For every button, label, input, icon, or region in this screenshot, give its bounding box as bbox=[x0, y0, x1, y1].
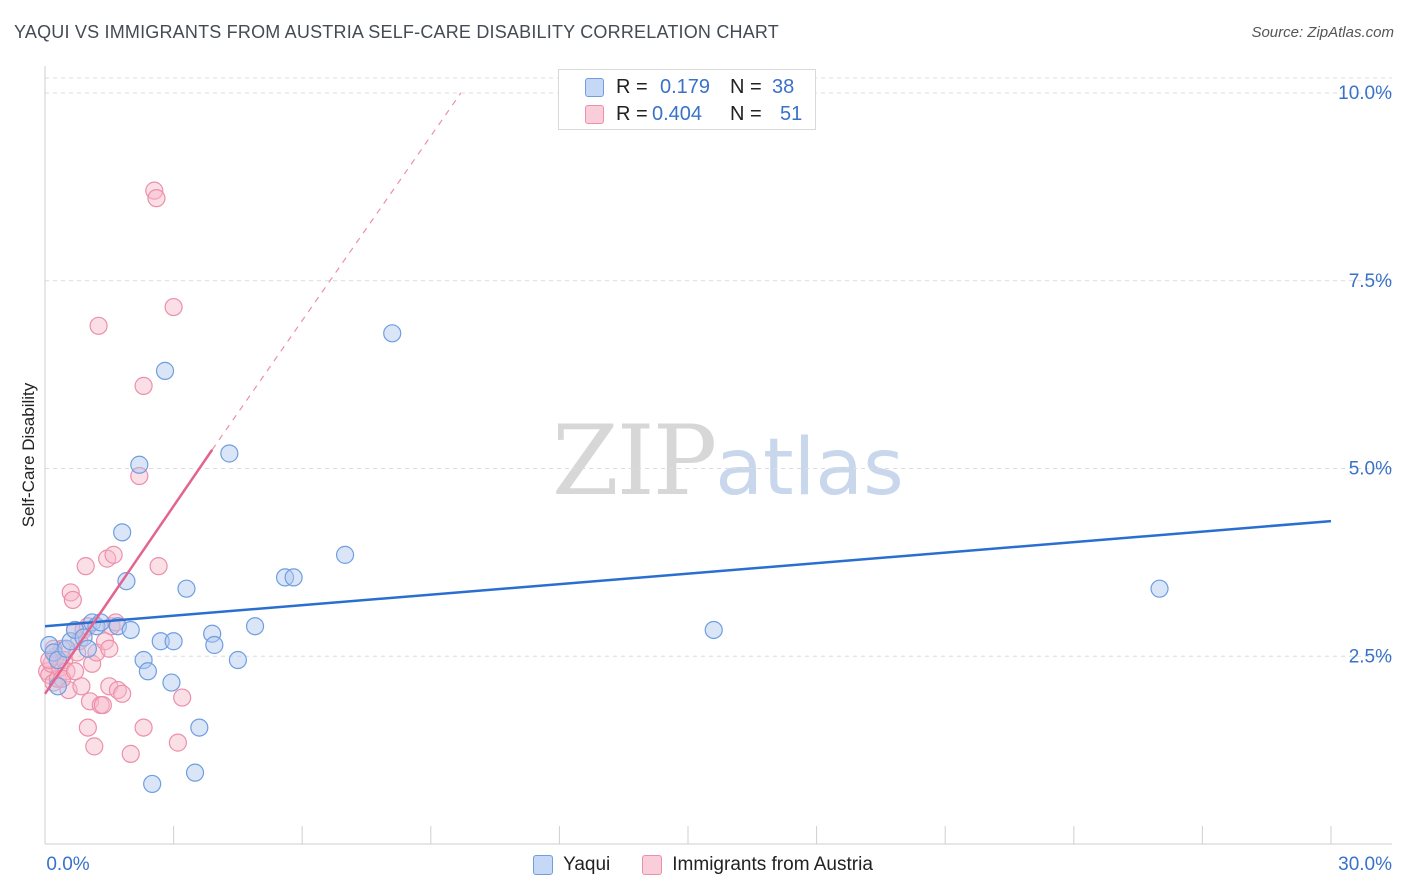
austria-point bbox=[85, 737, 104, 756]
austria-point bbox=[78, 718, 97, 737]
series-label-yaqui: Yaqui bbox=[563, 854, 611, 875]
yaqui-point bbox=[203, 624, 222, 643]
yaqui-point bbox=[284, 568, 303, 587]
yaqui-point bbox=[78, 639, 97, 658]
yaqui-point bbox=[134, 650, 153, 670]
austria-trendline-extension bbox=[211, 92, 462, 451]
yaqui-point bbox=[162, 673, 181, 692]
austria-point bbox=[134, 718, 153, 737]
austria-point bbox=[89, 316, 108, 335]
yaqui-point bbox=[138, 662, 157, 681]
austria-point bbox=[72, 677, 91, 696]
yaqui-point bbox=[245, 617, 265, 636]
legend-n-label: N = bbox=[730, 102, 762, 125]
yaqui-point bbox=[383, 324, 402, 343]
yaqui-point bbox=[151, 632, 170, 651]
austria-point bbox=[149, 557, 168, 576]
austria-point bbox=[145, 181, 164, 200]
watermark-zip: ZIP bbox=[552, 405, 717, 517]
austria-point bbox=[68, 643, 87, 662]
austria-point bbox=[113, 684, 132, 703]
yaqui-point bbox=[220, 444, 239, 463]
austria-point bbox=[164, 297, 183, 317]
correlation-legend: R = 0.179 N = 38 R = 0.404 N = 51 bbox=[558, 69, 816, 130]
series-legend-austria[interactable]: Immigrants from Austria bbox=[642, 854, 873, 876]
yaqui-point bbox=[121, 620, 140, 640]
legend-r-value: 0.179 bbox=[660, 75, 711, 98]
austria-point bbox=[147, 189, 166, 208]
source-label: Source: ZipAtlas.com bbox=[1251, 24, 1394, 41]
yaqui-point bbox=[130, 455, 149, 474]
legend-swatch-austria bbox=[585, 104, 604, 124]
austria-trendline bbox=[43, 449, 214, 695]
yaqui-point bbox=[228, 650, 247, 670]
y-tick-label: 5.0% bbox=[1349, 459, 1392, 480]
austria-point bbox=[65, 662, 85, 681]
legend-row-austria: R = 0.404 N = 51 bbox=[585, 101, 802, 127]
legend-r-label: R = bbox=[616, 75, 648, 98]
yaqui-trendline bbox=[44, 519, 1332, 628]
y-axis-label: Self-Care Disability bbox=[19, 382, 38, 528]
y-tick-label: 2.5% bbox=[1349, 646, 1392, 667]
austria-point bbox=[61, 583, 80, 602]
austria-point bbox=[76, 557, 95, 576]
yaqui-point bbox=[113, 523, 132, 542]
austria-point bbox=[173, 688, 192, 707]
yaqui-point bbox=[704, 620, 723, 640]
watermark: ZIPatlas bbox=[552, 405, 904, 517]
yaqui-point bbox=[205, 635, 224, 655]
austria-point bbox=[134, 376, 153, 396]
yaqui-point bbox=[177, 579, 196, 598]
austria-point bbox=[83, 654, 102, 673]
austria-point bbox=[63, 590, 82, 610]
y-tick-label: 10.0% bbox=[1338, 83, 1392, 104]
series-legend-yaqui[interactable]: Yaqui bbox=[533, 854, 610, 876]
series-legend: Yaqui Immigrants from Austria bbox=[0, 852, 1406, 878]
legend-n-label: N = bbox=[730, 75, 762, 98]
series-swatch-yaqui bbox=[533, 855, 554, 875]
yaqui-point bbox=[185, 763, 205, 782]
austria-point bbox=[104, 545, 123, 564]
austria-point bbox=[168, 733, 187, 752]
x-tick-label-min: 0.0% bbox=[46, 854, 89, 875]
yaqui-point bbox=[48, 677, 67, 696]
yaqui-point bbox=[117, 572, 136, 591]
yaqui-point bbox=[1150, 579, 1169, 598]
yaqui-point bbox=[335, 545, 355, 564]
legend-row-yaqui: R = 0.179 N = 38 bbox=[585, 74, 794, 100]
austria-point bbox=[121, 744, 140, 763]
y-tick-label: 7.5% bbox=[1349, 271, 1392, 292]
watermark-atlas: atlas bbox=[715, 423, 904, 513]
chart-title: YAQUI VS IMMIGRANTS FROM AUSTRIA SELF-CA… bbox=[14, 22, 779, 42]
austria-point bbox=[93, 695, 112, 715]
yaqui-point bbox=[164, 632, 183, 651]
yaqui-point bbox=[143, 774, 162, 794]
legend-n-value: 51 bbox=[780, 102, 803, 125]
yaqui-point bbox=[190, 718, 209, 737]
austria-point bbox=[100, 639, 119, 658]
legend-n-value: 38 bbox=[772, 75, 795, 98]
legend-r-label: R = bbox=[616, 102, 648, 125]
yaqui-point bbox=[155, 361, 175, 380]
series-label-austria: Immigrants from Austria bbox=[672, 854, 873, 875]
x-tick-label-max: 30.0% bbox=[1338, 854, 1392, 875]
legend-r-value: 0.404 bbox=[652, 102, 703, 125]
legend-swatch-yaqui bbox=[585, 77, 604, 97]
series-swatch-austria bbox=[642, 855, 663, 875]
